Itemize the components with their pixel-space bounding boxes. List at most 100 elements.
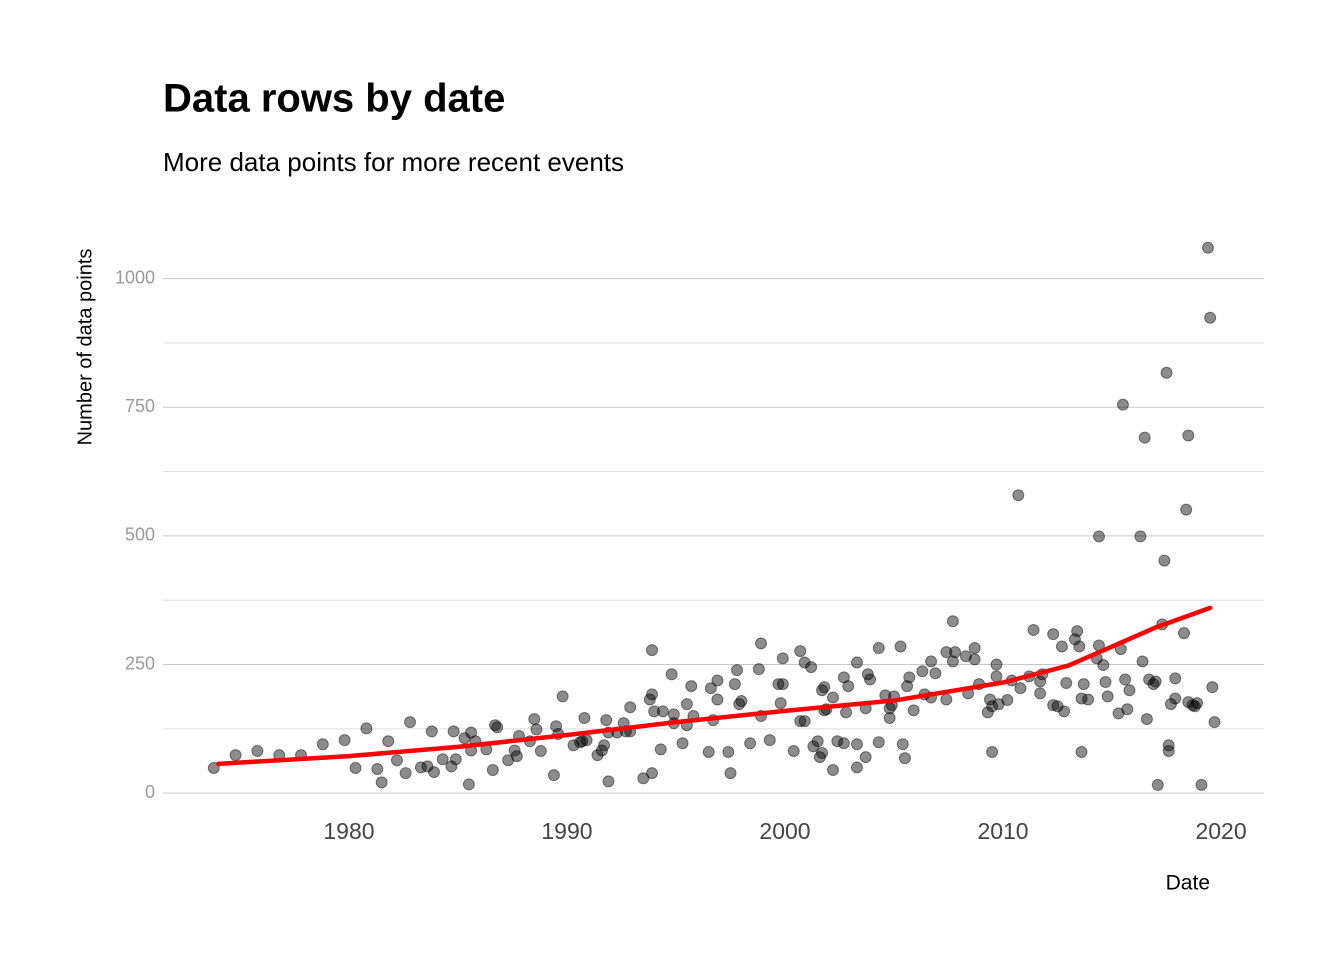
data-point — [1169, 692, 1182, 705]
data-point — [1201, 241, 1214, 254]
x-tick-label: 1980 — [323, 818, 374, 844]
data-point — [1138, 431, 1151, 444]
data-point — [680, 698, 693, 711]
data-point — [1097, 659, 1110, 672]
data-point — [449, 753, 462, 766]
data-point — [826, 691, 839, 704]
data-point — [983, 693, 996, 706]
chart-title: Data rows by date — [163, 77, 505, 121]
data-point — [486, 764, 499, 777]
data-point — [826, 764, 839, 777]
data-point — [637, 772, 650, 785]
data-point — [837, 737, 850, 750]
x-tick-label: 2000 — [759, 818, 810, 844]
y-tick-label: 750 — [125, 396, 155, 416]
data-point — [903, 671, 916, 684]
data-point — [643, 693, 656, 706]
data-point — [1162, 744, 1175, 757]
data-point — [1112, 707, 1125, 720]
data-point — [1182, 429, 1195, 442]
data-point — [591, 749, 604, 762]
data-point — [816, 684, 829, 697]
data-point — [1134, 530, 1147, 543]
data-point — [338, 734, 351, 747]
data-point — [1206, 681, 1219, 694]
data-point — [837, 671, 850, 684]
data-point — [1191, 697, 1204, 710]
y-tick-label: 0 — [145, 782, 155, 802]
data-point — [1177, 627, 1190, 640]
x-tick-label: 2020 — [1195, 818, 1246, 844]
data-point — [404, 716, 417, 729]
data-point — [1208, 716, 1221, 729]
data-point — [1119, 673, 1132, 686]
data-point — [1001, 694, 1014, 707]
data-point — [733, 698, 746, 711]
data-point — [427, 766, 440, 779]
data-point — [646, 767, 659, 780]
data-point — [1099, 676, 1112, 689]
data-point — [382, 735, 395, 748]
data-point — [831, 735, 844, 748]
data-point — [981, 706, 994, 719]
data-point — [986, 700, 999, 713]
data-point — [916, 665, 929, 678]
data-point — [990, 670, 1003, 683]
data-point — [1034, 675, 1047, 688]
data-point — [1055, 640, 1068, 653]
data-point — [600, 714, 613, 727]
data-point — [547, 769, 560, 782]
data-point — [894, 640, 907, 653]
data-point — [1014, 682, 1027, 695]
y-tick-label: 500 — [125, 525, 155, 545]
data-point — [872, 736, 885, 749]
data-point — [1123, 684, 1136, 697]
data-point — [550, 720, 563, 733]
data-point — [798, 715, 811, 728]
data-point — [445, 760, 458, 773]
data-point — [794, 645, 807, 658]
data-point — [1121, 703, 1134, 716]
data-point — [907, 704, 920, 717]
chart-subtitle: More data points for more recent events — [163, 147, 624, 177]
data-point — [755, 637, 768, 650]
data-point — [774, 697, 787, 710]
data-point — [685, 680, 698, 693]
data-point — [530, 723, 543, 736]
data-point — [229, 749, 242, 762]
data-point — [986, 745, 999, 758]
data-point — [1051, 700, 1064, 713]
data-point — [1158, 554, 1171, 567]
data-point — [447, 725, 460, 738]
data-point — [940, 693, 953, 706]
data-point — [722, 745, 735, 758]
data-point — [731, 664, 744, 677]
x-tick-label: 2010 — [977, 818, 1028, 844]
data-point — [1077, 678, 1090, 691]
x-tick-label: 1990 — [541, 818, 592, 844]
data-point — [1060, 677, 1073, 690]
data-point — [1188, 700, 1201, 713]
data-point — [1092, 530, 1105, 543]
y-tick-label: 1000 — [115, 267, 155, 287]
data-point — [842, 680, 855, 693]
data-point — [646, 688, 659, 701]
data-point — [465, 726, 478, 739]
data-point — [458, 732, 471, 745]
data-point — [491, 721, 504, 734]
data-point — [724, 767, 737, 780]
data-point — [776, 678, 789, 691]
data-point — [872, 642, 885, 655]
data-point — [1073, 640, 1086, 653]
data-point — [959, 650, 972, 663]
data-point — [711, 674, 724, 687]
y-axis-label: Number of data points — [74, 249, 96, 446]
data-point — [1149, 675, 1162, 688]
data-point — [1182, 696, 1195, 709]
data-point — [1164, 698, 1177, 711]
data-point — [425, 725, 438, 738]
data-point — [1186, 699, 1199, 712]
data-point — [251, 744, 264, 757]
data-point — [864, 673, 877, 686]
data-point — [925, 655, 938, 668]
